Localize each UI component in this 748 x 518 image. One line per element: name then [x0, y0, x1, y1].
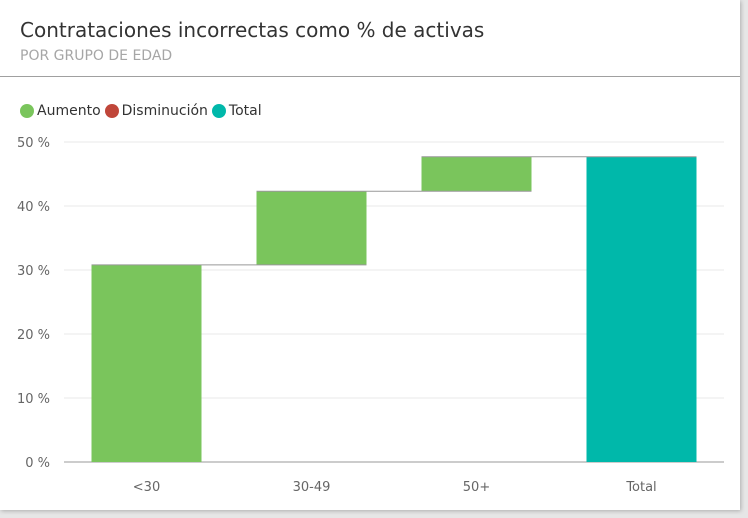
bar-step-0 [91, 264, 202, 462]
legend-label-decrease: Disminución [121, 103, 208, 119]
y-tick-label: 40 % [17, 200, 50, 215]
legend-label-total: Total [228, 103, 262, 119]
x-tick-label: <30 [133, 480, 160, 495]
x-tick-label: 30-49 [293, 480, 331, 495]
x-tick-label: 50+ [463, 480, 490, 495]
legend-dot-total [211, 104, 226, 118]
y-tick-label: 0 % [25, 456, 50, 471]
y-tick-label: 20 % [17, 328, 50, 343]
legend-item-increase[interactable]: Aumento [20, 103, 101, 119]
bar-step-1 [256, 191, 367, 265]
bar-step-2 [421, 156, 532, 192]
legend-dot-increase [20, 104, 34, 118]
chart-subtitle: POR GRUPO DE EDAD [20, 48, 173, 64]
y-tick-label: 50 % [17, 136, 50, 151]
legend-label-increase: Aumento [37, 103, 101, 119]
y-tick-label: 30 % [17, 264, 50, 279]
bar-total [586, 156, 697, 462]
legend-item-total[interactable]: Total [211, 103, 262, 119]
header-divider [0, 76, 740, 77]
chart-card: Contrataciones incorrectas como % de act… [0, 0, 740, 510]
waterfall-chart: 0 % 10 % 20 % 30 % 40 % 50 % <30 30-49 50+ Total [17, 136, 724, 495]
legend-item-decrease[interactable]: Disminución [104, 103, 208, 119]
legend-dot-decrease [104, 104, 119, 118]
chart-legend: Aumento Disminución Total [20, 103, 262, 119]
x-tick-label: Total [625, 480, 656, 495]
chart-title: Contrataciones incorrectas como % de act… [20, 18, 485, 42]
y-tick-label: 10 % [17, 392, 50, 407]
